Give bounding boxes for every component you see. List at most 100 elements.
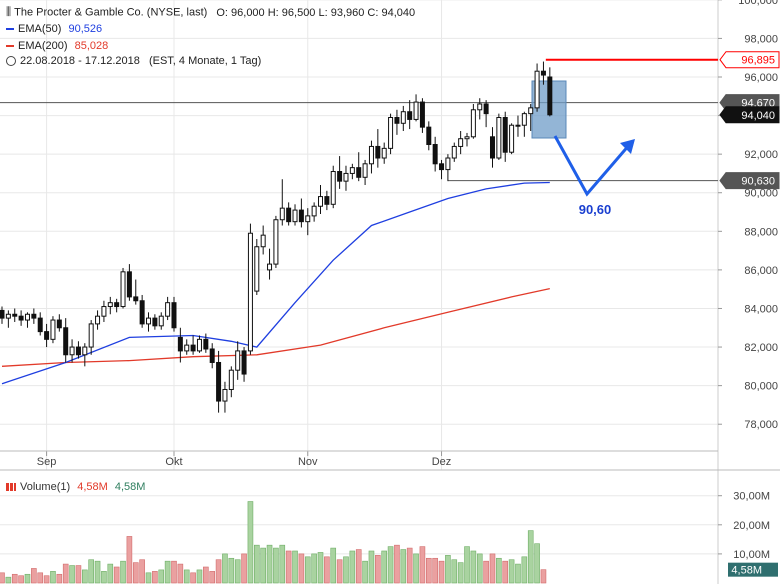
candle <box>509 123 515 155</box>
candle-body <box>509 124 515 153</box>
candle-body <box>5 313 11 319</box>
candle-body <box>521 113 527 126</box>
volume-value-b: 4,58M <box>114 481 146 493</box>
y-tick-label: 82,000 <box>744 342 778 354</box>
volume-bar <box>311 553 317 584</box>
candle-body <box>381 147 387 159</box>
volume-bar <box>31 568 37 584</box>
volume-bar <box>215 559 222 584</box>
ema200-value: 85,028 <box>74 40 109 53</box>
candle-body <box>101 306 107 317</box>
candle-body <box>196 338 202 352</box>
candle <box>381 142 387 164</box>
ema50-swatch <box>6 28 14 31</box>
volume-bar <box>62 563 69 584</box>
volume-badge <box>728 562 778 577</box>
volume-bar <box>241 553 247 584</box>
volume-legend: Volume(1) 4,58M 4,58M <box>6 481 145 493</box>
volume-bar <box>445 555 451 584</box>
volume-bar <box>285 550 292 584</box>
candle <box>324 190 330 211</box>
chart-title: The Procter & Gamble Co. (NYSE, last) <box>14 6 208 19</box>
candle <box>292 204 298 226</box>
volume-bar <box>534 543 540 584</box>
candle <box>279 179 285 226</box>
volume-bar <box>183 569 190 584</box>
ema50-value: 90,526 <box>68 23 103 36</box>
candle-body <box>171 302 177 329</box>
candle <box>44 323 50 348</box>
volume-bar <box>438 560 445 584</box>
volume-axis: 10,00M 20,00M 30,00M 4,58M <box>718 491 778 577</box>
range-detail: (EST, 4 Monate, 1 Tag) <box>148 55 262 68</box>
volume-bar <box>56 573 63 584</box>
candle <box>209 343 215 369</box>
candle-body <box>311 205 317 217</box>
candle <box>107 296 113 315</box>
volume-bar <box>0 572 5 584</box>
y-tick-label: 92,000 <box>744 149 778 161</box>
candle <box>413 94 419 122</box>
candle <box>235 341 241 380</box>
candle <box>426 121 432 151</box>
candle <box>534 63 540 112</box>
volume-bar <box>228 557 235 584</box>
candle <box>458 131 464 155</box>
candle <box>407 100 413 130</box>
price-badge <box>719 172 780 190</box>
volume-bar <box>489 553 496 584</box>
candle <box>362 159 368 186</box>
volume-bar <box>260 547 266 584</box>
volume-bar <box>37 572 44 584</box>
candle-body <box>18 315 24 321</box>
candle <box>439 159 445 180</box>
volume-bar <box>24 573 31 584</box>
volume-bar <box>464 546 470 584</box>
candle-body <box>496 116 502 159</box>
volume-bar <box>457 562 464 584</box>
forecast-annotation: 90,60 <box>553 135 635 217</box>
candle <box>267 248 273 280</box>
candle <box>445 154 451 182</box>
price-badge-label: 90,630 <box>741 176 775 188</box>
forecast-path <box>553 135 632 197</box>
candle-body <box>126 271 132 298</box>
volume-tick-label: 10,00M <box>733 549 770 561</box>
volume-bar <box>470 550 477 584</box>
x-tick-label: Sep <box>37 456 57 468</box>
candle-body <box>426 126 432 146</box>
candle-body <box>88 323 94 348</box>
candle <box>82 343 88 367</box>
volume-bar <box>419 546 426 584</box>
candle <box>318 185 323 214</box>
candle <box>273 215 279 268</box>
x-tick-label: Dez <box>432 456 452 468</box>
volume-bar <box>69 565 75 584</box>
candle <box>470 103 476 139</box>
y-tick-label: 80,000 <box>744 381 778 393</box>
volume-bar <box>381 550 388 584</box>
candle-body <box>241 350 247 375</box>
candle <box>337 156 343 189</box>
volume-bar <box>375 555 381 584</box>
candle-body <box>44 331 50 340</box>
ema200-swatch <box>6 45 14 48</box>
candle <box>247 223 253 355</box>
candle <box>12 308 18 322</box>
ema200-line <box>1 287 550 367</box>
candle-body <box>165 302 171 317</box>
volume-bar <box>113 566 120 584</box>
candle-body <box>439 163 445 171</box>
candle <box>388 113 394 155</box>
chart-title-row: ⫼ The Procter & Gamble Co. (NYSE, last) … <box>6 6 415 19</box>
volume-bar <box>406 547 413 584</box>
y-tick-label: 100,000 <box>738 0 778 7</box>
candle <box>95 310 101 330</box>
candle <box>528 103 534 132</box>
candles <box>0 61 553 413</box>
volume-bar <box>196 569 203 584</box>
candle-body <box>247 232 253 352</box>
candle-body <box>95 315 101 325</box>
volume-badge-label: 4,58M <box>731 565 762 577</box>
